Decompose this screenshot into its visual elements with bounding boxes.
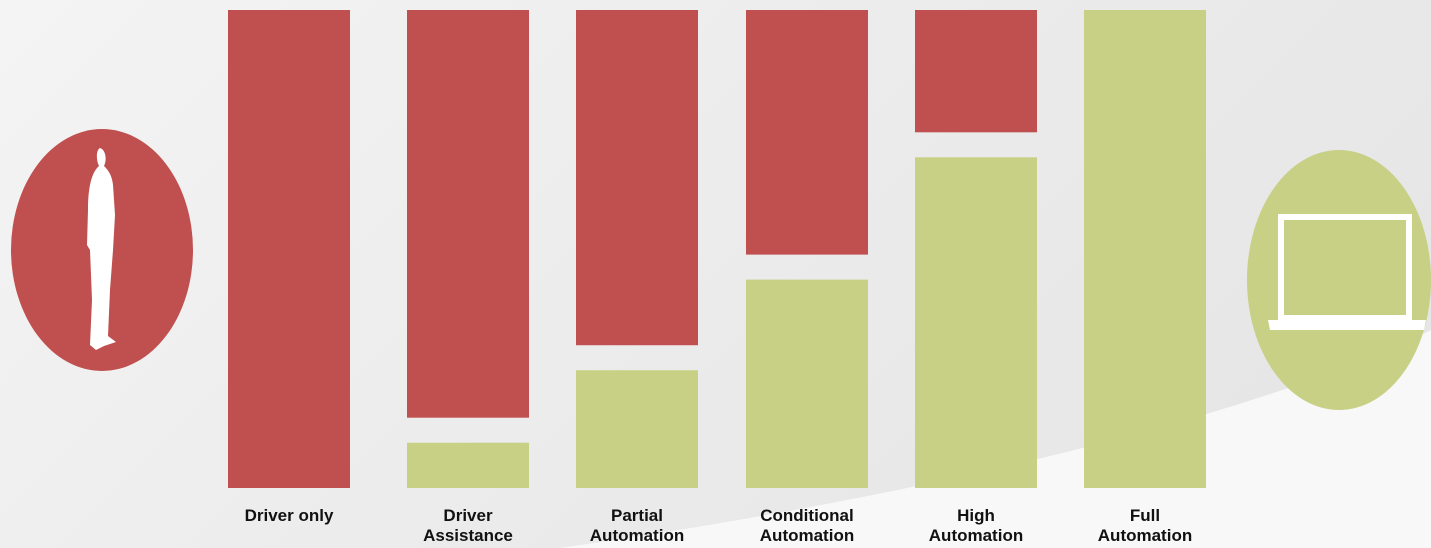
x-tick-label: Conditional Automation bbox=[759, 506, 855, 545]
person-icon bbox=[87, 148, 116, 350]
machine-circle bbox=[1247, 150, 1431, 410]
bar-segment bbox=[1084, 10, 1206, 488]
laptop-screen bbox=[1278, 214, 1412, 321]
x-tick-label: High Automation bbox=[928, 506, 1024, 545]
bar-segment bbox=[746, 10, 868, 255]
background-swoosh bbox=[560, 330, 1431, 548]
bar-segment bbox=[407, 10, 529, 418]
bar-segment bbox=[407, 442, 529, 488]
x-tick-label: Driver Assistance bbox=[423, 506, 513, 545]
bar-segment bbox=[576, 370, 698, 488]
x-tick-label: Full Automation bbox=[1097, 506, 1193, 545]
bar-segment bbox=[576, 10, 698, 346]
bar-segment bbox=[915, 10, 1037, 133]
bar-segment bbox=[228, 10, 350, 488]
bar-segment bbox=[915, 157, 1037, 488]
x-tick-label: Driver only bbox=[244, 506, 334, 525]
laptop-base bbox=[1268, 320, 1426, 330]
bar-segment bbox=[746, 279, 868, 488]
x-tick-label: Partial Automation bbox=[589, 506, 685, 545]
